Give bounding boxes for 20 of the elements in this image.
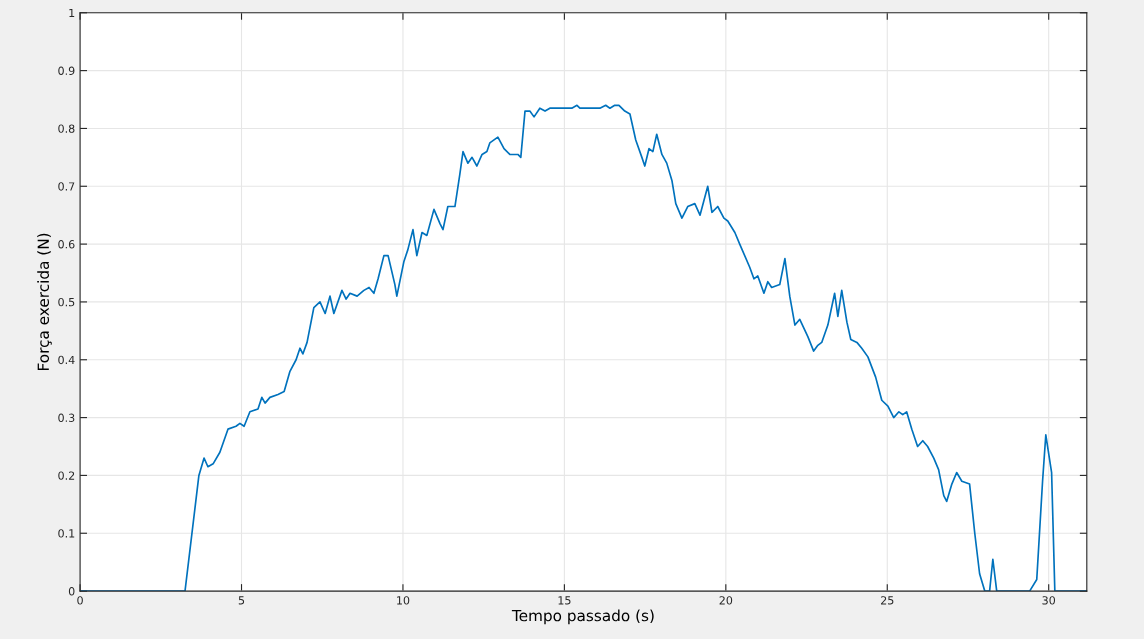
y-tick-label: 0.3 (58, 413, 75, 422)
x-tick-label: 30 (1042, 596, 1056, 605)
y-tick-label: 0.8 (58, 124, 75, 133)
x-tick-label: 5 (238, 596, 245, 605)
x-tick-label: 10 (397, 596, 410, 605)
x-tick-label: 20 (719, 596, 733, 605)
y-tick-label: 1 (69, 8, 75, 17)
y-tick-label: 0.4 (58, 355, 75, 365)
x-axis-title: Tempo passado (s) (511, 609, 654, 625)
y-axis-title: Força exercida (N) (37, 233, 52, 370)
x-tick-label: 15 (558, 596, 571, 605)
y-tick-label: 0 (68, 587, 75, 596)
y-tick-label: 0.9 (58, 66, 75, 75)
y-tick-label: 0.5 (58, 297, 75, 307)
y-tick-label: 0.7 (58, 182, 75, 191)
y-tick-label: 0.2 (58, 471, 75, 480)
y-tick-label: 0.1 (58, 529, 75, 538)
y-tick-label: 0.6 (58, 240, 75, 249)
x-tick-label: 25 (881, 596, 894, 605)
x-tick-label: 0 (77, 596, 83, 605)
